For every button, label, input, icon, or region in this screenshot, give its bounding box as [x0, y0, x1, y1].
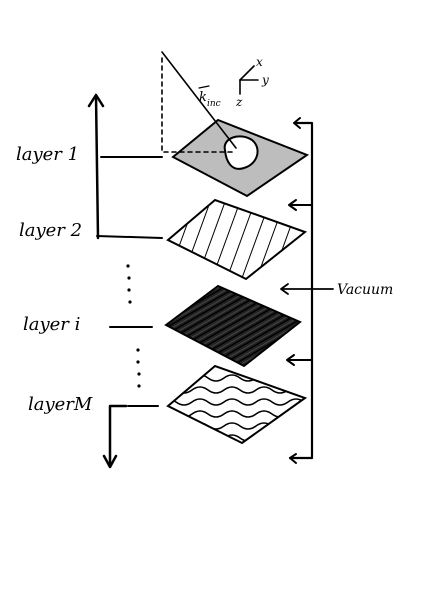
vacuum-arrow-top [293, 117, 301, 129]
ellipsis-dots-upper [126, 264, 132, 304]
coordinate-axes: x y z [235, 55, 269, 109]
wave-vector-arrow-bar [198, 85, 210, 89]
left-up-arrow [87, 93, 105, 240]
vacuum-label-group: Vacuum [280, 282, 393, 298]
layer-2-leader-line [96, 235, 163, 239]
ellipsis-dots-lower [136, 348, 141, 388]
layer-2: layer 2 [19, 198, 308, 281]
layer-2-plate [166, 198, 308, 281]
wave-vector-subscript: inc [207, 99, 221, 109]
incident-wave-line [161, 51, 237, 149]
layer-m-plate [166, 364, 308, 445]
layer-i: layer i [23, 284, 302, 368]
vacuum-arrow-bottom [289, 453, 297, 464]
layer-m-label: layerM [28, 394, 93, 415]
z-axis-label: z [235, 95, 243, 109]
wave-vector-k: k [199, 90, 207, 105]
layer-1: layer 1 [16, 51, 310, 198]
layer-2-label: layer 2 [19, 220, 82, 241]
wave-vector-label: k inc [198, 85, 221, 109]
vacuum-bracket [286, 117, 314, 464]
layer-m: layerM [28, 364, 308, 445]
layer-1-label: layer 1 [16, 144, 79, 165]
x-axis-label: x [256, 55, 263, 69]
layer-i-label: layer i [23, 314, 80, 335]
left-down-arrow [102, 404, 128, 469]
y-axis-label: y [261, 73, 269, 87]
vacuum-label: Vacuum [337, 282, 393, 298]
layer-i-plate [164, 284, 302, 368]
x-axis-line [239, 65, 255, 81]
incidence-dashed-line [161, 57, 237, 153]
